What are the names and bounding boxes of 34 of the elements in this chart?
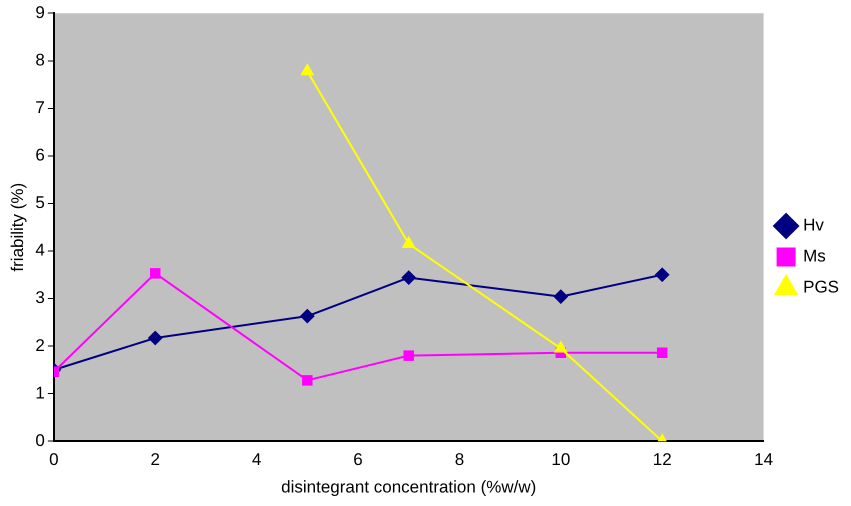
- y-tick-label: 0: [35, 430, 45, 450]
- legend-label: Ms: [803, 246, 826, 266]
- x-tick-label: 4: [252, 450, 262, 470]
- y-axis-title: friability (%): [8, 182, 27, 272]
- point: [301, 64, 314, 76]
- point: [554, 290, 568, 304]
- point: [302, 375, 313, 386]
- y-tick-label: 1: [35, 383, 45, 402]
- point: [403, 350, 414, 361]
- y-tick-label: 8: [35, 50, 45, 70]
- x-tick-label: 12: [652, 450, 672, 470]
- y-tick-label: 2: [35, 336, 45, 355]
- x-tick-label: 8: [454, 450, 464, 470]
- x-tick-label: 10: [551, 450, 570, 470]
- point: [402, 270, 416, 285]
- x-tick-label: 14: [754, 450, 774, 470]
- legend-label: Hv: [803, 216, 824, 235]
- y-tick-label: 7: [35, 98, 45, 117]
- point: [656, 348, 668, 358]
- y-tick-label: 9: [35, 2, 45, 22]
- y-tick-label: 5: [35, 193, 45, 212]
- y-tick-label: 4: [35, 240, 45, 260]
- point: [655, 268, 670, 282]
- x-tick-label: 6: [353, 450, 363, 470]
- point: [150, 268, 160, 279]
- point: [148, 331, 162, 346]
- x-tick-label: 0: [49, 450, 59, 470]
- y-tick-label: 3: [35, 288, 45, 308]
- x-axis-title: disintegrant concentration (%w/w): [281, 477, 536, 496]
- legend-label: PGS: [803, 278, 840, 297]
- point: [300, 309, 314, 324]
- point: [402, 236, 415, 248]
- x-tick-label: 2: [150, 450, 160, 470]
- y-tick-label: 6: [35, 146, 45, 165]
